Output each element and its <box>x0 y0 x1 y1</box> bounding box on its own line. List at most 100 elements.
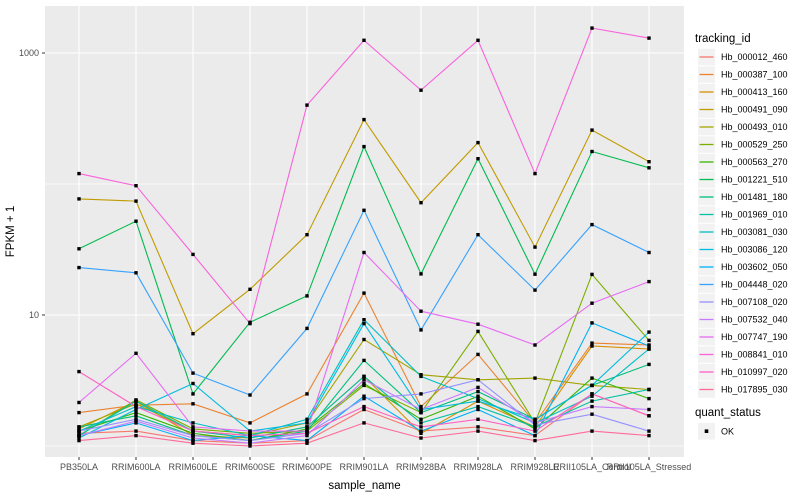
data-point <box>590 321 594 325</box>
data-point <box>419 328 423 332</box>
data-point <box>248 441 252 445</box>
legend-item-Hb_003086_120: Hb_003086_120 <box>721 245 788 255</box>
data-point <box>77 429 81 433</box>
data-point <box>362 383 366 388</box>
legend-item-Hb_017895_030: Hb_017895_030 <box>721 385 788 395</box>
data-point <box>248 393 252 397</box>
x-tick-label: RRIM901LA <box>339 462 388 472</box>
legend-item-Hb_000529_250: Hb_000529_250 <box>721 140 788 150</box>
data-point <box>305 431 309 435</box>
data-point <box>419 436 423 440</box>
data-point <box>533 438 537 443</box>
data-point <box>134 402 138 406</box>
data-point <box>134 407 138 412</box>
data-point <box>476 396 480 401</box>
data-point <box>533 417 537 421</box>
data-point <box>134 184 138 188</box>
data-point <box>362 394 366 398</box>
y-tick-label: 10 <box>29 310 39 320</box>
data-point <box>476 140 480 145</box>
data-point <box>77 438 81 443</box>
data-point <box>533 429 537 433</box>
data-point <box>191 438 195 443</box>
data-point <box>134 399 138 403</box>
data-point <box>362 421 366 425</box>
data-point <box>419 374 423 379</box>
data-point <box>305 392 309 396</box>
data-point <box>476 329 480 334</box>
data-point <box>191 402 195 406</box>
data-point <box>419 407 423 412</box>
data-point <box>590 376 594 380</box>
data-point <box>362 378 366 382</box>
data-point <box>419 309 423 313</box>
data-point <box>248 431 252 435</box>
data-point <box>191 252 195 257</box>
data-point <box>647 433 651 438</box>
data-point <box>362 208 366 212</box>
x-axis-title: sample_name <box>328 480 400 492</box>
y-axis-title: FPKM + 1 <box>5 206 17 257</box>
data-point <box>77 400 81 405</box>
legend-item-ok: OK <box>721 427 734 437</box>
data-point <box>476 233 480 237</box>
data-point <box>305 427 309 431</box>
data-point <box>419 429 423 433</box>
data-point <box>590 383 594 388</box>
data-point <box>134 271 138 275</box>
data-point <box>590 404 594 409</box>
data-point <box>305 425 309 429</box>
data-point <box>305 441 309 445</box>
quant-status-point <box>704 429 709 433</box>
data-point <box>248 287 252 291</box>
data-point <box>590 429 594 433</box>
data-point <box>476 404 480 409</box>
data-point <box>77 265 81 270</box>
data-point <box>476 389 480 394</box>
data-point <box>590 412 594 416</box>
data-point <box>77 369 81 374</box>
data-point <box>476 385 480 390</box>
data-point <box>305 433 309 438</box>
legend-item-Hb_007747_190: Hb_007747_190 <box>721 332 788 342</box>
data-point <box>476 417 480 421</box>
data-point <box>362 358 366 363</box>
legend-item-Hb_000387_100: Hb_000387_100 <box>721 70 788 80</box>
data-point <box>419 421 423 425</box>
data-point <box>476 352 480 357</box>
legend-item-Hb_001969_010: Hb_001969_010 <box>721 210 788 220</box>
data-point <box>419 410 423 415</box>
data-point <box>77 436 81 440</box>
data-point <box>191 371 195 375</box>
data-point <box>590 149 594 154</box>
data-point <box>647 387 651 392</box>
data-point <box>77 425 81 429</box>
data-point <box>533 425 537 429</box>
data-point <box>191 332 195 336</box>
data-point <box>305 326 309 331</box>
data-point <box>590 301 594 305</box>
data-point <box>647 330 651 334</box>
data-point <box>248 444 252 448</box>
legend-item-Hb_001221_510: Hb_001221_510 <box>721 175 788 185</box>
data-point <box>362 374 366 379</box>
data-point <box>362 404 366 409</box>
data-point <box>533 245 537 249</box>
data-point <box>191 425 195 429</box>
data-point <box>647 407 651 412</box>
data-point <box>305 438 309 443</box>
data-point <box>362 291 366 295</box>
data-point <box>191 436 195 440</box>
data-point <box>191 429 195 433</box>
data-point <box>305 233 309 237</box>
data-point <box>191 421 195 425</box>
legend-item-Hb_000413_160: Hb_000413_160 <box>721 87 788 97</box>
data-point <box>590 341 594 345</box>
data-point <box>191 433 195 438</box>
data-point <box>476 394 480 398</box>
data-point <box>476 322 480 326</box>
data-point <box>533 423 537 427</box>
data-point <box>362 396 366 401</box>
data-point <box>362 250 366 255</box>
